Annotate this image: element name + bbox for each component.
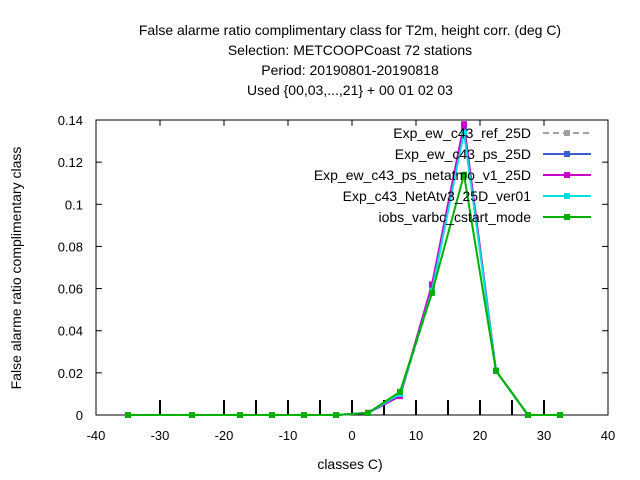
- legend-marker: [564, 151, 570, 157]
- legend-label: Exp_ew_c43_ps_netatmo_v1_25D: [314, 167, 531, 183]
- title-line-3: Period: 20190801-20190818: [261, 62, 439, 78]
- data-point: [525, 412, 531, 418]
- data-point: [429, 289, 435, 296]
- data-point: [333, 412, 339, 418]
- legend-item: Exp_ew_c43_ref_25D: [393, 125, 591, 141]
- legend-label: iobs_varbc_cstart_mode: [378, 209, 531, 225]
- x-axis-label: classes C): [317, 456, 382, 472]
- legend-item: Exp_c43_NetAtv3_25D_ver01: [343, 188, 591, 204]
- data-point: [397, 388, 403, 395]
- y-tick-label: 0.02: [58, 366, 83, 381]
- title-line-4: Used {00,03,...,21} + 00 01 02 03: [247, 82, 453, 98]
- y-tick-label: 0: [76, 408, 83, 423]
- plot-area: -40 -30 -20 -10 0 10 20 30 40 00.020.040.060.080…: [58, 113, 616, 443]
- data-point: [493, 367, 499, 374]
- x-tick-label: 20: [473, 428, 487, 443]
- y-tick-label: 0.06: [58, 282, 83, 297]
- data-point: [461, 129, 467, 136]
- x-tick-label: -20: [215, 428, 234, 443]
- x-tick-label: -30: [151, 428, 170, 443]
- data-point: [125, 412, 131, 418]
- title-line-2: Selection: METCOOPCoast 72 stations: [228, 42, 472, 58]
- data-point: [301, 412, 307, 418]
- legend: Exp_ew_c43_ref_25D Exp_ew_c43_ps_25D Exp_e…: [314, 125, 591, 225]
- legend-marker: [564, 214, 570, 220]
- x-tick-label: 10: [409, 428, 423, 443]
- y-tick-label: 0.1: [65, 197, 83, 212]
- data-point: [461, 121, 467, 128]
- y-axis-label: False alarme ratio complimentary class: [8, 147, 24, 390]
- y-tick-label: 0.08: [58, 239, 83, 254]
- legend-label: Exp_ew_c43_ref_25D: [393, 125, 531, 141]
- data-point: [189, 412, 195, 418]
- chart-title: False alarme ratio complimentary class f…: [139, 22, 561, 98]
- data-point: [557, 412, 563, 418]
- x-tick-label: 0: [348, 428, 355, 443]
- data-point: [365, 409, 371, 416]
- x-axis: -40 -30 -20 -10 0 10 20 30 40: [87, 120, 615, 443]
- data-point: [429, 281, 435, 288]
- x-tick-label: -40: [87, 428, 106, 443]
- y-tick-label: 0.04: [58, 324, 83, 339]
- legend-marker: [564, 130, 570, 136]
- y-tick-label: 0.14: [58, 113, 83, 128]
- data-point: [461, 171, 467, 178]
- y-tick-label: 0.12: [58, 155, 83, 170]
- x-tick-label: -10: [279, 428, 298, 443]
- data-point: [269, 412, 275, 418]
- series-iobs_varbc_cstart_mode: [125, 171, 563, 418]
- legend-label: Exp_c43_NetAtv3_25D_ver01: [343, 188, 532, 204]
- series-layer: [125, 121, 563, 418]
- legend-item: iobs_varbc_cstart_mode: [378, 209, 591, 225]
- legend-label: Exp_ew_c43_ps_25D: [395, 146, 531, 162]
- x-tick-label: 40: [601, 428, 615, 443]
- data-point: [237, 412, 243, 418]
- legend-item: Exp_ew_c43_ps_25D: [395, 146, 591, 162]
- x-tick-label: 30: [537, 428, 551, 443]
- legend-item: Exp_ew_c43_ps_netatmo_v1_25D: [314, 167, 591, 183]
- legend-marker: [564, 193, 570, 199]
- y-axis: 0 0.02 0.04 0.06 0.08 0.1 0.12 0.14: [58, 113, 608, 423]
- legend-marker: [564, 172, 570, 178]
- plot-frame: [95, 119, 609, 416]
- title-line-1: False alarme ratio complimentary class f…: [139, 22, 561, 38]
